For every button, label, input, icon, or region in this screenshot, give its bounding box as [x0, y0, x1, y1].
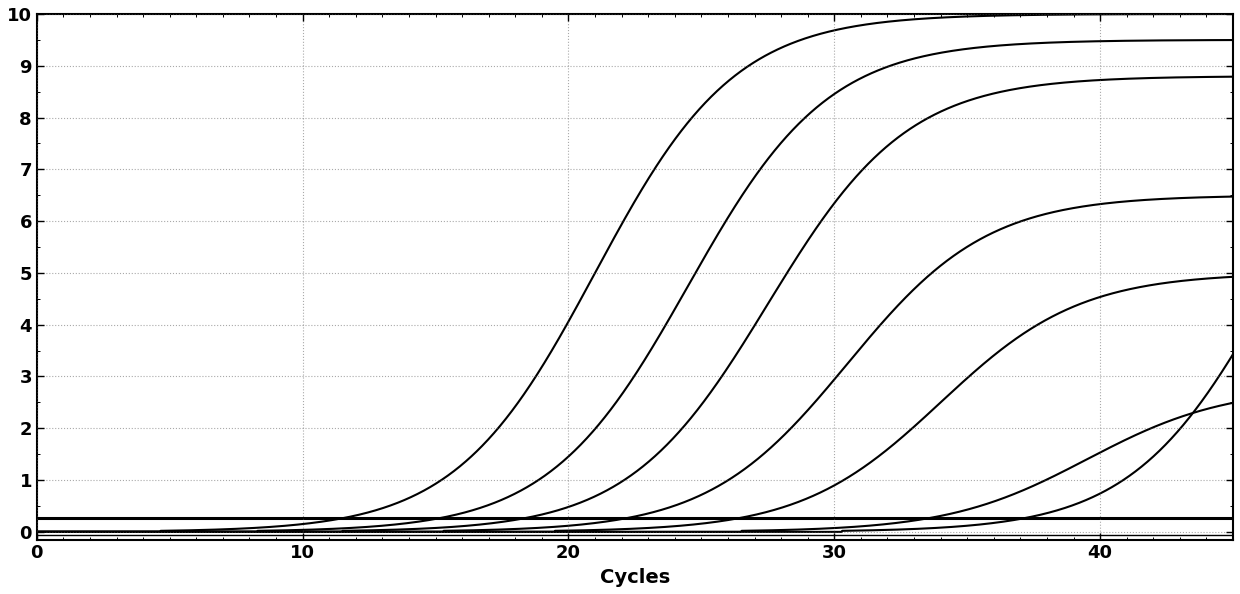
- X-axis label: Cycles: Cycles: [600, 568, 670, 587]
